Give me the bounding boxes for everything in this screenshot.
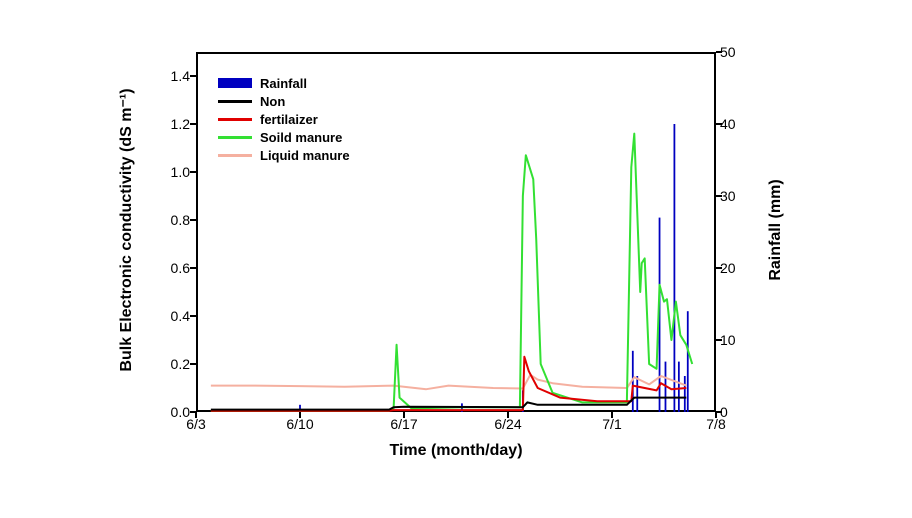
y-axis-right-label: Rainfall (mm) bbox=[767, 179, 785, 280]
y-right-tick-label: 30 bbox=[720, 188, 750, 204]
series-liquid-manure bbox=[211, 375, 686, 389]
legend-label: Soild manure bbox=[260, 130, 342, 145]
legend-row: Liquid manure bbox=[218, 146, 350, 164]
legend-row: fertilaizer bbox=[218, 110, 350, 128]
legend-swatch bbox=[218, 136, 252, 139]
x-tick-label: 6/10 bbox=[286, 416, 313, 432]
y-right-tick-label: 40 bbox=[720, 116, 750, 132]
legend-label: fertilaizer bbox=[260, 112, 318, 127]
legend-row: Non bbox=[218, 92, 350, 110]
x-axis-label: Time (month/day) bbox=[389, 442, 522, 460]
x-tick-label: 6/17 bbox=[390, 416, 417, 432]
legend-row: Soild manure bbox=[218, 128, 350, 146]
y-left-tick-label: 0.8 bbox=[160, 212, 190, 228]
series-non bbox=[211, 398, 686, 410]
legend-swatch bbox=[218, 154, 252, 157]
x-tick-label: 7/8 bbox=[706, 416, 725, 432]
rainfall-bar bbox=[636, 376, 638, 412]
legend-swatch bbox=[218, 118, 252, 121]
rainfall-bar bbox=[678, 362, 680, 412]
legend-label: Liquid manure bbox=[260, 148, 350, 163]
y-left-tick-label: 0.6 bbox=[160, 260, 190, 276]
y-left-tick-label: 0.2 bbox=[160, 356, 190, 372]
x-tick-label: 6/24 bbox=[494, 416, 521, 432]
y-left-tick-label: 0.4 bbox=[160, 308, 190, 324]
x-tick-label: 6/3 bbox=[186, 416, 205, 432]
chart-container: 0.00.20.40.60.81.01.21.4 01020304050 6/3… bbox=[106, 30, 806, 488]
y-right-tick-label: 10 bbox=[720, 332, 750, 348]
legend-swatch bbox=[218, 78, 252, 88]
legend-label: Non bbox=[260, 94, 285, 109]
rainfall-bar bbox=[674, 124, 676, 412]
rainfall-bar bbox=[684, 376, 686, 412]
rainfall-bar bbox=[687, 311, 689, 412]
x-tick-label: 7/1 bbox=[602, 416, 621, 432]
series-solid-manure bbox=[211, 134, 692, 411]
y-left-tick-label: 1.2 bbox=[160, 116, 190, 132]
legend-swatch bbox=[218, 100, 252, 103]
y-axis-left-label: Bulk Electronic conductivity (dS m⁻¹) bbox=[116, 88, 136, 371]
y-left-tick-label: 1.4 bbox=[160, 68, 190, 84]
legend-row: Rainfall bbox=[218, 74, 350, 92]
y-right-tick-label: 50 bbox=[720, 44, 750, 60]
y-right-tick-label: 20 bbox=[720, 260, 750, 276]
y-left-tick-label: 1.0 bbox=[160, 164, 190, 180]
legend: Rainfall Non fertilaizer Soild manure Liquid… bbox=[218, 74, 350, 164]
legend-label: Rainfall bbox=[260, 76, 307, 91]
